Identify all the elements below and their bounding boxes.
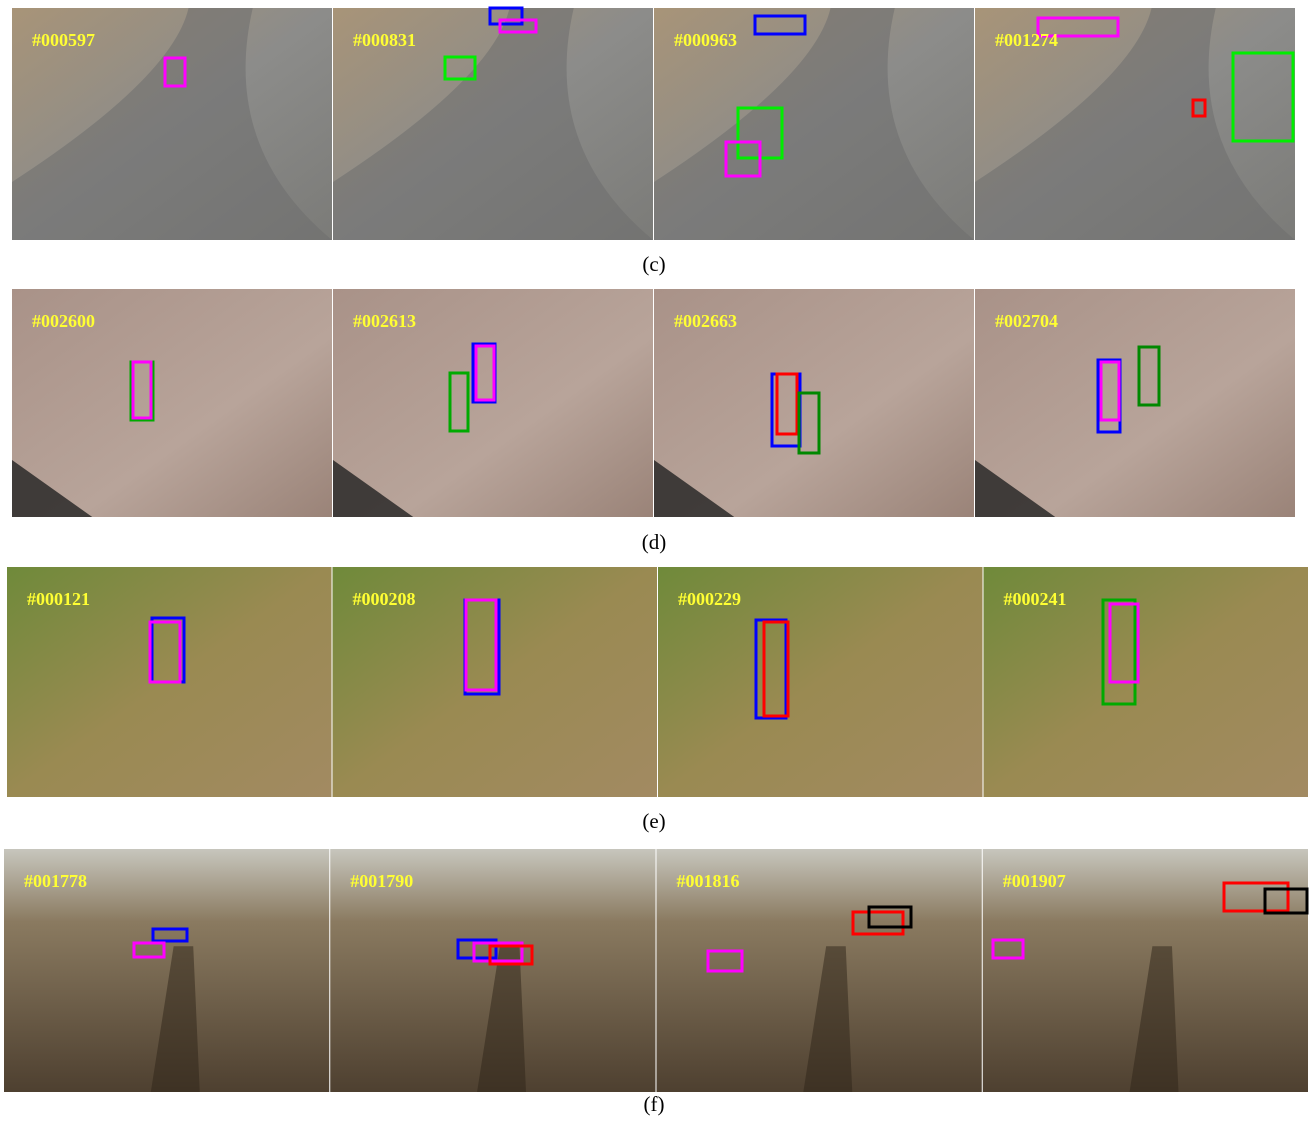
frame-label: #000208 [353, 589, 416, 609]
frame-label: #001790 [350, 871, 413, 891]
caption: (f) [644, 1092, 665, 1116]
frame-label: #001778 [24, 871, 87, 891]
frame-label: #002613 [353, 311, 416, 331]
frame-label: #002663 [674, 311, 737, 331]
frame-label: #000241 [1004, 589, 1067, 609]
frame-label: #000121 [27, 589, 90, 609]
frame-label: #001816 [677, 871, 740, 891]
frame-label: #001274 [995, 30, 1058, 50]
caption: (e) [642, 809, 665, 833]
frame-label: #000229 [678, 589, 741, 609]
caption: (d) [642, 530, 667, 554]
frame-label: #000597 [32, 30, 95, 50]
frame-label: #000831 [353, 30, 416, 50]
caption: (c) [642, 252, 665, 276]
frame-label: #000963 [674, 30, 737, 50]
figure: #000597 #000831 #000963 #001274 (c) #002600 #0… [0, 0, 1309, 1128]
frame-label: #002704 [995, 311, 1058, 331]
frame-label: #001907 [1003, 871, 1066, 891]
frame-label: #002600 [32, 311, 95, 331]
